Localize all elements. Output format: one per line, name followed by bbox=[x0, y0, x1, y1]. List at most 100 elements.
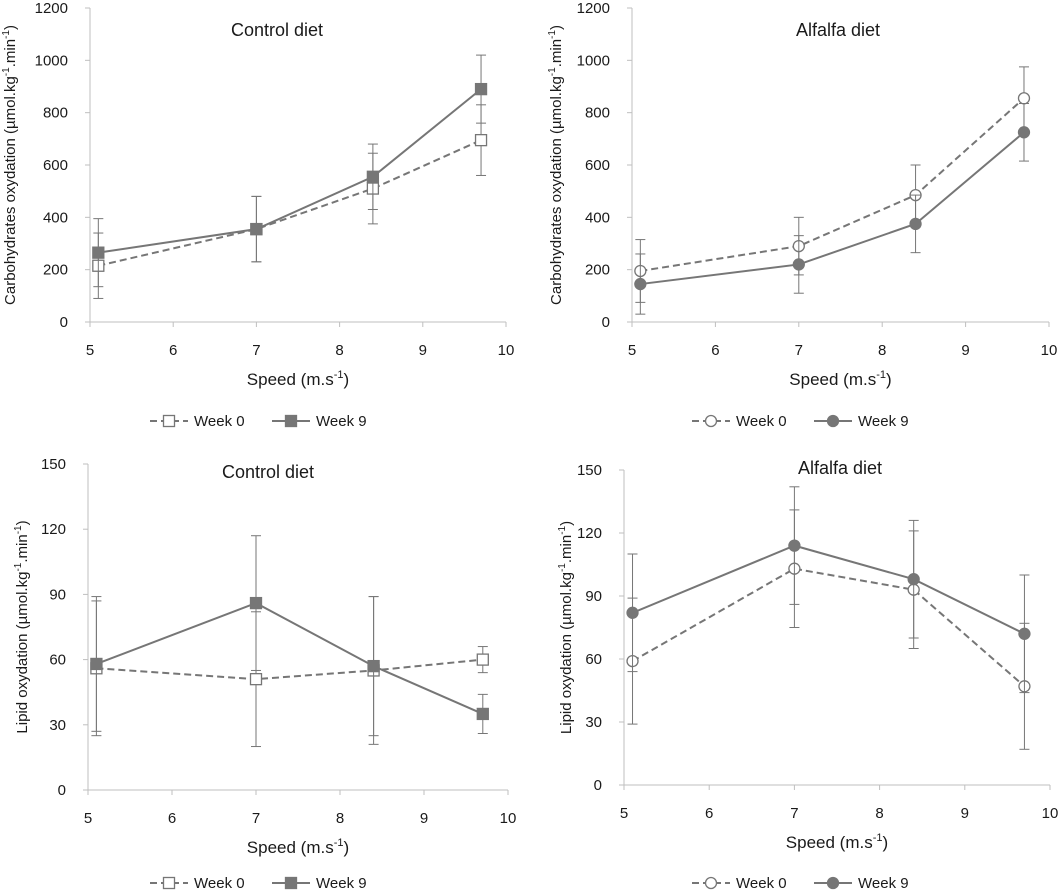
legend: Week 0 Week 9 bbox=[692, 875, 909, 892]
y-tick-label: 200 bbox=[43, 262, 68, 279]
y-tick-label: 800 bbox=[585, 105, 610, 122]
y-tick-label: 600 bbox=[43, 157, 68, 174]
y-tick-label: 0 bbox=[58, 782, 66, 799]
y-axis-label: Lipid oxydation (µmol.kg-1.min-1) bbox=[557, 521, 575, 734]
x-tick-label: 10 bbox=[500, 810, 517, 827]
x-tick-label: 9 bbox=[961, 805, 969, 822]
series-week-0 bbox=[634, 66, 1031, 303]
chart-panel-4: 0 30 60 90 120 150 5 6 7 8 9 10 Alfalfa diet Speed (m… bbox=[557, 458, 1058, 892]
x-tick-label: 5 bbox=[84, 810, 92, 827]
series-line bbox=[632, 544, 1025, 635]
data-point bbox=[1017, 126, 1031, 139]
chart-panel-2: 0 200 400 600 800 1000 1200 5 6 7 8 9 10 Alfalfa diet… bbox=[547, 0, 1057, 430]
data-point bbox=[1018, 627, 1031, 640]
y-axis-label: Carbohydrates oxydation (µmol.kg-1.min-1… bbox=[1, 25, 19, 305]
x-tick-label: 7 bbox=[252, 810, 260, 827]
y-tick-label: 90 bbox=[585, 588, 602, 605]
y-tick-label: 0 bbox=[60, 314, 68, 331]
y-tick-label: 1000 bbox=[577, 52, 610, 69]
legend-marker bbox=[284, 876, 298, 890]
series-week-0 bbox=[90, 596, 489, 748]
x-axis-label: Speed (m.s-1) bbox=[786, 832, 888, 852]
chart-title: Control diet bbox=[231, 20, 323, 40]
y-tick-label: 150 bbox=[41, 456, 66, 473]
x-tick-label: 8 bbox=[336, 810, 344, 827]
x-tick-label: 5 bbox=[86, 342, 94, 359]
series-line bbox=[96, 658, 483, 681]
data-point bbox=[634, 277, 647, 291]
series-line bbox=[640, 97, 1025, 272]
data-point bbox=[909, 217, 922, 231]
x-axis-label: Speed (m.s-1) bbox=[247, 369, 349, 389]
y-tick-label: 150 bbox=[577, 462, 602, 479]
legend-marker bbox=[162, 414, 176, 428]
legend-label: Week 0 bbox=[736, 875, 787, 892]
legend-label: Week 9 bbox=[858, 413, 909, 430]
y-tick-label: 600 bbox=[585, 157, 610, 174]
x-tick-label: 9 bbox=[961, 342, 969, 359]
series-line bbox=[98, 139, 482, 267]
x-tick-label: 8 bbox=[875, 805, 883, 822]
x-tick-label: 6 bbox=[169, 342, 177, 359]
series-week-9 bbox=[634, 103, 1031, 315]
data-point bbox=[788, 539, 801, 552]
legend-marker bbox=[284, 414, 298, 428]
data-point bbox=[476, 707, 489, 721]
chart-panel-3: 0 30 60 90 120 150 5 6 7 8 9 10 Control diet Speed (m… bbox=[13, 456, 516, 892]
data-point bbox=[249, 673, 263, 686]
x-tick-label: 6 bbox=[168, 810, 176, 827]
x-tick-label: 8 bbox=[878, 342, 886, 359]
legend-label: Week 9 bbox=[316, 413, 367, 430]
legend-label: Week 9 bbox=[316, 875, 367, 892]
data-point bbox=[250, 222, 263, 236]
data-point bbox=[367, 659, 380, 673]
series-week-9 bbox=[92, 54, 488, 288]
y-tick-label: 1200 bbox=[35, 0, 68, 17]
y-tick-label: 90 bbox=[49, 586, 66, 603]
x-tick-label: 7 bbox=[252, 342, 260, 359]
series-line bbox=[640, 131, 1025, 286]
legend-marker bbox=[704, 876, 718, 890]
x-tick-label: 7 bbox=[790, 805, 798, 822]
data-point bbox=[249, 596, 263, 610]
legend-marker bbox=[162, 876, 176, 890]
chart-title: Alfalfa diet bbox=[798, 458, 882, 478]
series-week-0 bbox=[626, 509, 1031, 750]
y-tick-label: 0 bbox=[602, 314, 610, 331]
y-axis-label: Lipid oxydation (µmol.kg-1.min-1) bbox=[13, 520, 31, 733]
x-tick-label: 9 bbox=[419, 342, 427, 359]
x-tick-label: 7 bbox=[795, 342, 803, 359]
y-tick-label: 200 bbox=[585, 262, 610, 279]
x-tick-label: 10 bbox=[498, 342, 515, 359]
series-line bbox=[632, 567, 1026, 688]
y-tick-label: 120 bbox=[41, 521, 66, 538]
y-tick-label: 800 bbox=[43, 105, 68, 122]
x-tick-label: 10 bbox=[1041, 342, 1058, 359]
legend: Week 0 Week 9 bbox=[692, 413, 909, 430]
series-line bbox=[98, 88, 482, 254]
legend-marker bbox=[704, 414, 718, 428]
data-point bbox=[474, 82, 488, 96]
x-tick-label: 5 bbox=[628, 342, 636, 359]
x-tick-label: 9 bbox=[420, 810, 428, 827]
y-tick-label: 1000 bbox=[35, 52, 68, 69]
y-tick-label: 0 bbox=[594, 777, 602, 794]
series-line bbox=[96, 601, 484, 715]
series-week-9 bbox=[626, 486, 1031, 694]
y-tick-label: 1200 bbox=[577, 0, 610, 17]
y-tick-label: 30 bbox=[49, 717, 66, 734]
legend-marker bbox=[826, 414, 840, 428]
data-point bbox=[366, 170, 380, 183]
legend-label: Week 9 bbox=[858, 875, 909, 892]
y-tick-label: 60 bbox=[585, 651, 602, 668]
data-point bbox=[90, 657, 103, 671]
data-point bbox=[626, 606, 639, 619]
y-tick-label: 120 bbox=[577, 525, 602, 542]
data-point bbox=[92, 246, 105, 259]
data-point bbox=[1017, 92, 1031, 105]
data-point bbox=[907, 573, 920, 586]
chart-title: Alfalfa diet bbox=[796, 20, 880, 40]
x-tick-label: 6 bbox=[711, 342, 719, 359]
data-point bbox=[792, 258, 805, 271]
